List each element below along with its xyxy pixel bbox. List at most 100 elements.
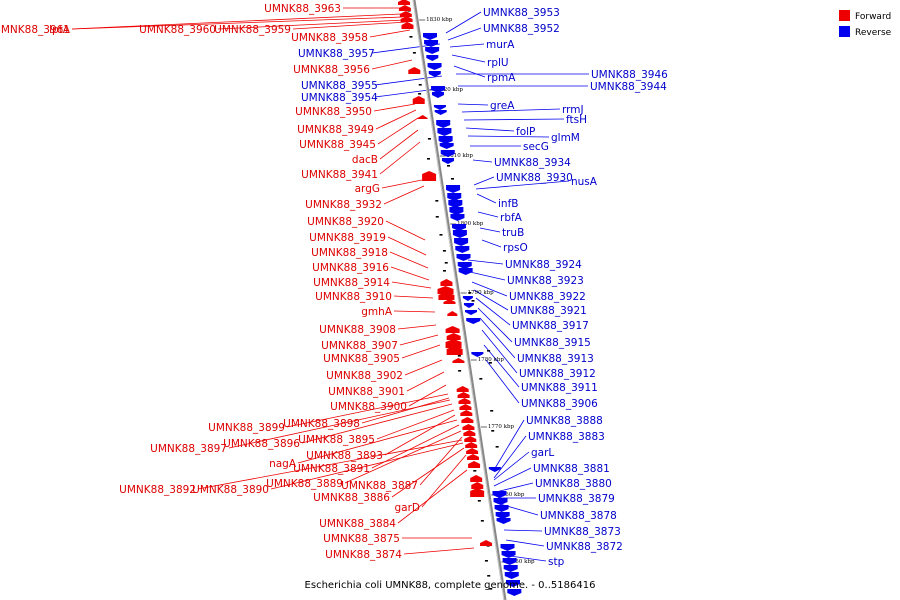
reverse-gene-arrow <box>439 143 454 149</box>
small-feature-mark <box>442 250 446 252</box>
genome-backbone-highlight <box>412 0 505 600</box>
forward-leader-line <box>375 109 417 130</box>
forward-gene-label: nagA <box>269 458 297 470</box>
legend-forward-swatch <box>839 10 850 21</box>
reverse-gene-label: rpmA <box>487 72 516 84</box>
forward-gene-arrow <box>457 392 470 398</box>
reverse-gene-label: UMNK88_3880 <box>535 478 612 490</box>
reverse-gene-arrow <box>428 71 441 77</box>
reverse-leader-line <box>503 529 543 532</box>
forward-gene-arrow <box>399 11 412 17</box>
reverse-gene-arrow <box>426 55 439 61</box>
small-feature-mark <box>473 470 477 472</box>
reverse-gene-label: UMNK88_3955 <box>301 80 378 92</box>
small-feature-mark <box>409 36 413 38</box>
forward-gene-label: lptA <box>49 24 71 36</box>
reverse-gene-label: UMNK88_3879 <box>538 493 615 505</box>
forward-leader-line <box>292 21 408 30</box>
forward-leader-line <box>270 442 464 490</box>
reverse-gene-label: UMNK88_3924 <box>505 259 582 271</box>
forward-gene-label: UMNK88_3918 <box>311 247 388 259</box>
reverse-leader-line <box>469 271 506 281</box>
forward-leader-line <box>404 359 443 376</box>
forward-gene-label: UMNK88_3887 <box>341 480 418 492</box>
small-feature-mark <box>480 520 484 522</box>
reverse-gene-arrow <box>492 491 507 498</box>
reverse-leader-line <box>481 239 502 248</box>
reverse-leader-line <box>505 539 545 547</box>
forward-gene-label: UMNK88_3941 <box>301 169 378 181</box>
reverse-leader-line <box>451 54 486 63</box>
forward-gene-label: dacB <box>352 154 378 166</box>
forward-gene-label: UMNK88_3914 <box>313 277 390 289</box>
reverse-gene-arrow <box>494 505 509 512</box>
forward-gene-label: UMNK88_3892 <box>119 484 196 496</box>
reverse-leader-line <box>476 193 497 204</box>
forward-leader-line <box>403 547 475 555</box>
reverse-gene-label: truB <box>502 227 524 239</box>
forward-gene-arrow <box>470 488 485 497</box>
reverse-gene-arrow <box>495 512 510 519</box>
forward-gene-arrow <box>458 398 471 404</box>
forward-leader-line <box>384 414 456 456</box>
tick-label: 1810 kbp <box>447 153 474 159</box>
reverse-leader-line <box>483 344 520 388</box>
forward-gene-label: argG <box>355 183 380 195</box>
forward-gene-arrow <box>408 67 421 74</box>
reverse-gene-arrow <box>431 86 446 93</box>
forward-gene-label: UMNK88_3910 <box>315 291 392 303</box>
reverse-gene-label: folP <box>516 126 535 138</box>
forward-gene-arrow <box>466 448 479 454</box>
forward-gene-label: UMNK88_3899 <box>208 422 285 434</box>
reverse-gene-arrow <box>455 246 470 253</box>
reverse-gene-label: UMNK88_3873 <box>544 526 621 538</box>
reverse-gene-label: UMNK88_3872 <box>546 541 623 553</box>
forward-gene-arrow <box>471 482 484 489</box>
reverse-gene-label: UMNK88_3952 <box>483 23 560 35</box>
reverse-leader-line <box>457 103 489 106</box>
legend-reverse-label: Reverse <box>855 28 892 38</box>
forward-gene-label: UMNK88_3958 <box>291 32 368 44</box>
reverse-gene-label: UMNK88_3888 <box>526 415 603 427</box>
small-feature-mark <box>458 370 462 372</box>
small-feature-mark <box>435 216 439 218</box>
small-feature-mark <box>442 270 446 272</box>
forward-leader-line <box>371 424 460 469</box>
reverse-leader-line <box>453 65 486 78</box>
reverse-gene-label: UMNK88_3922 <box>509 291 586 303</box>
reverse-gene-label: UMNK88_3957 <box>298 48 375 60</box>
reverse-leader-line <box>477 211 499 218</box>
forward-gene-label: UMNK88_3949 <box>297 124 374 136</box>
forward-gene-label: UMNK88_3956 <box>293 64 370 76</box>
forward-leader-line <box>371 59 413 70</box>
forward-leader-line <box>379 141 421 175</box>
forward-leader-line <box>393 310 436 313</box>
legend-reverse-swatch <box>839 26 850 37</box>
forward-gene-arrow <box>463 430 476 436</box>
forward-leader-line <box>385 220 426 241</box>
forward-gene-label: UMNK88_3874 <box>325 549 402 561</box>
forward-gene-arrow <box>422 171 437 181</box>
reverse-gene-label: rpsO <box>503 242 528 254</box>
legend: Forward Reverse <box>839 10 892 38</box>
tick-label: 1760 kbp <box>498 492 525 498</box>
forward-gene-arrow <box>464 436 477 442</box>
forward-gene-arrow <box>467 454 480 460</box>
reverse-gene-arrow <box>448 200 463 208</box>
forward-leader-line <box>391 447 465 498</box>
forward-gene-label: UMNK88_3907 <box>321 340 398 352</box>
small-feature-mark <box>450 178 454 180</box>
small-feature-mark <box>489 588 493 590</box>
forward-gene-label: UMNK88_3902 <box>326 370 403 382</box>
reverse-leader-line <box>467 259 504 265</box>
forward-leader-line <box>390 266 430 281</box>
forward-leader-line <box>71 16 404 30</box>
forward-gene-label: UMNK88_3884 <box>319 518 396 530</box>
reverse-gene-arrow <box>493 498 508 505</box>
forward-gene-arrow <box>401 22 414 29</box>
forward-leader-line <box>361 397 450 424</box>
forward-leader-line <box>406 371 445 392</box>
reverse-gene-arrow <box>441 158 454 164</box>
reverse-gene-arrow <box>447 193 462 201</box>
